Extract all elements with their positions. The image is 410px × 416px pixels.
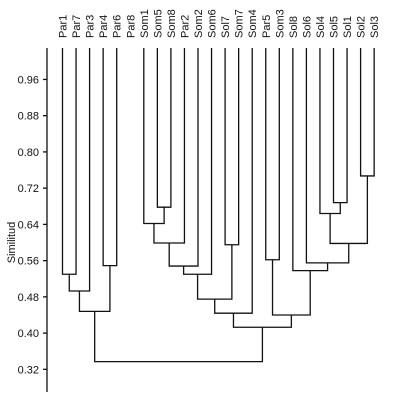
y-tick-label: 0.80 — [18, 147, 39, 159]
dendrogram-link — [168, 48, 199, 267]
leaf-label: Sol7 — [220, 16, 232, 38]
leaf-label: Sol3 — [369, 16, 381, 38]
leaf-label: Par1 — [58, 15, 70, 38]
dendrogram-link — [61, 48, 77, 275]
leaf-label: Par8 — [125, 15, 137, 38]
leaf-label: Sol6 — [301, 16, 313, 38]
y-tick-label: 0.96 — [18, 74, 39, 86]
dendrogram-link — [102, 48, 118, 267]
y-tick-label: 0.88 — [18, 111, 39, 123]
leaf-label: Som4 — [247, 9, 259, 38]
y-tick-label: 0.32 — [18, 364, 39, 376]
y-tick-label: 0.56 — [18, 256, 39, 268]
dendrogram-link — [271, 259, 311, 316]
leaf-label: Par4 — [98, 15, 110, 38]
leaf-label: Sol5 — [329, 16, 341, 38]
dendrogram-link — [182, 48, 213, 275]
leaf-label: Som6 — [207, 9, 219, 38]
leaf-label: Par7 — [71, 15, 83, 38]
leaf-label: Som3 — [274, 9, 286, 38]
dendrogram-link — [329, 175, 369, 245]
leaf-label: Sol4 — [315, 16, 327, 38]
dendrogram-link — [153, 48, 186, 244]
leaf-label: Par6 — [112, 15, 124, 38]
dendrogram-link — [78, 265, 111, 313]
dendrogram-link — [292, 48, 329, 272]
y-tick-label: 0.72 — [18, 183, 39, 195]
leaf-labels: Par1 Par7 Par3 Par4 Par6 Par8 Som1 Som5 Som8 Par2… — [58, 9, 382, 38]
y-tick-label: 0.40 — [18, 328, 39, 340]
leaf-label: Som2 — [193, 9, 205, 38]
leaf-label: Som5 — [152, 9, 164, 38]
dendrogram-link — [214, 48, 253, 314]
y-axis-title: Similitud — [6, 222, 18, 264]
y-tick-label: 0.64 — [18, 219, 39, 231]
y-axis: 0.96 0.88 0.80 0.72 0.64 0.56 0.48 0.40 0.32 — [18, 48, 48, 392]
dendrogram-link — [305, 48, 350, 264]
leaf-label: Par3 — [85, 15, 97, 38]
dendrogram-link — [156, 48, 172, 208]
dendrogram-link — [196, 244, 233, 300]
leaf-label: Par2 — [179, 15, 191, 38]
dendrogram-link — [224, 48, 240, 246]
leaf-label: Sol1 — [342, 16, 354, 38]
leaf-label: Par5 — [261, 15, 273, 38]
dendrogram-link — [319, 48, 341, 215]
dendrogram-link — [94, 311, 264, 363]
dendrogram-link — [143, 48, 165, 225]
leaf-label: Sol2 — [356, 16, 368, 38]
leaf-label: Som1 — [139, 9, 151, 38]
dendrogram-links — [61, 48, 375, 363]
y-tick-label: 0.48 — [18, 292, 39, 304]
dendrogram-link — [332, 48, 348, 204]
leaf-label: Som8 — [166, 9, 178, 38]
dendrogram-link — [359, 48, 375, 177]
dendrogram-link — [68, 48, 91, 292]
leaf-label: Som7 — [234, 9, 246, 38]
leaf-label: Sol8 — [288, 16, 300, 38]
dendrogram-link — [265, 48, 280, 261]
